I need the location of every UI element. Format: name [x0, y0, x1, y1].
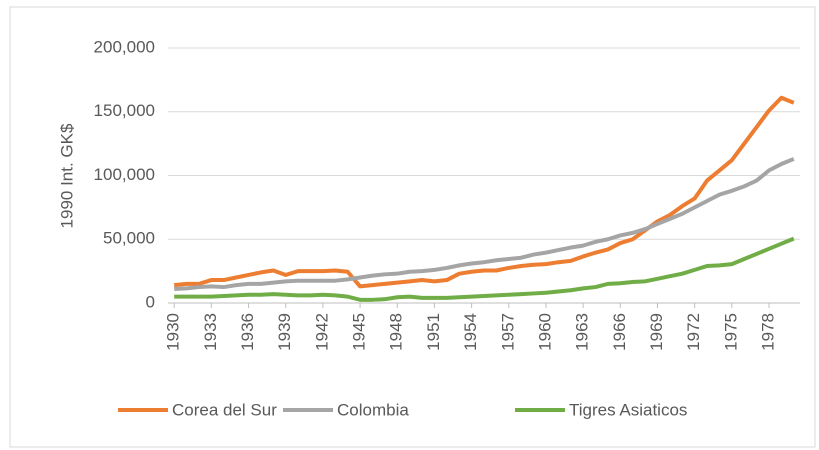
series-line — [173, 95, 795, 289]
chart-frame — [9, 6, 816, 448]
x-tick-label: 1957 — [498, 313, 517, 351]
y-tick-label: 0 — [146, 292, 155, 311]
x-tick-label: 1978 — [759, 313, 778, 351]
y-tick-label: 200,000 — [94, 37, 155, 56]
x-tick-label: 1933 — [201, 313, 220, 351]
x-tick-label: 1975 — [721, 313, 740, 351]
legend-label: Tigres Asiaticos — [569, 400, 687, 419]
x-tick-label: 1936 — [238, 313, 257, 351]
y-tick-label: 50,000 — [103, 229, 155, 248]
x-tick-label: 1930 — [164, 313, 183, 351]
y-tick-label: 150,000 — [94, 101, 155, 120]
series-line — [174, 157, 795, 291]
x-tick-label: 1969 — [647, 313, 666, 351]
x-tick-label: 1966 — [610, 313, 629, 351]
legend-label: Corea del Sur — [172, 400, 277, 419]
x-tick-label: 1945 — [350, 313, 369, 351]
x-tick-label: 1960 — [535, 313, 554, 351]
x-tick-label: 1948 — [387, 313, 406, 351]
x-tick-label: 1939 — [275, 313, 294, 351]
x-tick-label: 1942 — [312, 313, 331, 351]
series-line — [174, 236, 795, 302]
legend-label: Colombia — [337, 400, 409, 419]
y-axis-title: 1990 Int. GK$ — [57, 123, 76, 228]
x-tick-label: 1951 — [424, 313, 443, 351]
y-tick-label: 100,000 — [94, 165, 155, 184]
x-tick-label: 1954 — [461, 313, 480, 351]
x-tick-label: 1963 — [573, 313, 592, 351]
x-tick-label: 1972 — [684, 313, 703, 351]
